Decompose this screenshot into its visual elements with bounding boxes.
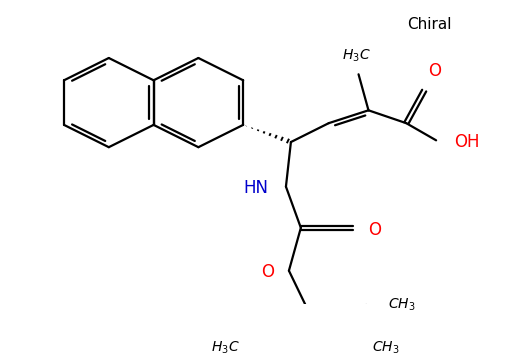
Text: $H_3C$: $H_3C$ xyxy=(342,48,371,64)
Text: HN: HN xyxy=(243,179,268,197)
Text: $H_3C$: $H_3C$ xyxy=(210,340,239,353)
Text: O: O xyxy=(261,263,274,281)
Text: O: O xyxy=(369,221,381,239)
Text: $CH_3$: $CH_3$ xyxy=(372,340,400,353)
Text: O: O xyxy=(428,62,441,80)
Text: $CH_3$: $CH_3$ xyxy=(389,297,416,313)
Text: OH: OH xyxy=(454,133,480,151)
Text: Chiral: Chiral xyxy=(407,17,451,32)
